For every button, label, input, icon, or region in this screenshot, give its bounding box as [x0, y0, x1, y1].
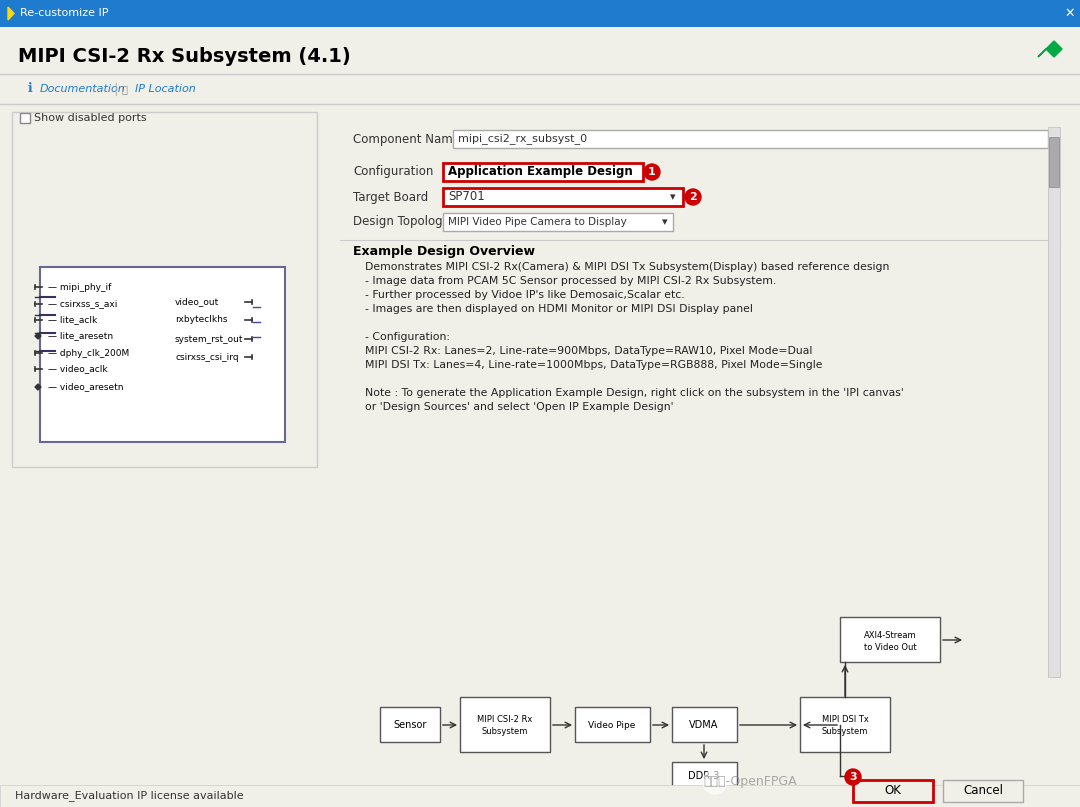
Circle shape: [845, 769, 861, 785]
Text: MIPI CSI-2 Rx: MIPI CSI-2 Rx: [477, 714, 532, 724]
Text: AXI4-Stream: AXI4-Stream: [864, 630, 916, 639]
FancyBboxPatch shape: [460, 697, 550, 752]
Text: — mipi_phy_if: — mipi_phy_if: [48, 282, 111, 291]
Text: - Images are then displayed on HDMI Monitor or MIPI DSI Display panel: - Images are then displayed on HDMI Moni…: [365, 304, 753, 314]
Text: MIPI CSI-2 Rx: Lanes=2, Line-rate=900Mbps, DataType=RAW10, Pixel Mode=Dual: MIPI CSI-2 Rx: Lanes=2, Line-rate=900Mbp…: [365, 346, 812, 356]
Text: │: │: [112, 82, 119, 95]
Text: Hardware_Evaluation IP license available: Hardware_Evaluation IP license available: [15, 791, 244, 801]
Text: Sensor: Sensor: [393, 720, 427, 730]
Polygon shape: [35, 333, 41, 339]
FancyBboxPatch shape: [380, 707, 440, 742]
Text: MIPI DSI Tx: MIPI DSI Tx: [822, 714, 868, 724]
FancyBboxPatch shape: [575, 707, 650, 742]
Text: VDMA: VDMA: [689, 720, 718, 730]
Text: IP Location: IP Location: [135, 84, 195, 94]
FancyBboxPatch shape: [800, 697, 890, 752]
Text: — lite_aresetn: — lite_aresetn: [48, 332, 113, 341]
Text: 微信号-OpenFPGA: 微信号-OpenFPGA: [703, 776, 797, 788]
Text: Configuration: Configuration: [353, 165, 433, 178]
FancyBboxPatch shape: [840, 617, 940, 662]
Text: Design Topology: Design Topology: [353, 215, 449, 228]
Polygon shape: [1038, 41, 1062, 57]
FancyBboxPatch shape: [672, 707, 737, 742]
Text: video_out: video_out: [175, 298, 219, 307]
FancyBboxPatch shape: [443, 163, 643, 181]
Polygon shape: [8, 7, 14, 20]
Text: MIPI Video Pipe Camera to Display: MIPI Video Pipe Camera to Display: [448, 217, 626, 227]
Text: Cancel: Cancel: [963, 784, 1003, 797]
Text: Subsystem: Subsystem: [822, 726, 868, 735]
Text: — video_aclk: — video_aclk: [48, 365, 108, 374]
Text: ℹ: ℹ: [28, 82, 32, 95]
Text: MIPI DSI Tx: Lanes=4, Line-rate=1000Mbps, DataType=RGB888, Pixel Mode=Single: MIPI DSI Tx: Lanes=4, Line-rate=1000Mbps…: [365, 360, 823, 370]
Text: to Video Out: to Video Out: [864, 642, 916, 651]
Text: Demonstrates MIPI CSI-2 Rx(Camera) & MIPI DSI Tx Subsystem(Display) based refere: Demonstrates MIPI CSI-2 Rx(Camera) & MIP…: [365, 262, 889, 272]
Text: 🗂: 🗂: [122, 84, 127, 94]
FancyBboxPatch shape: [943, 780, 1023, 802]
Text: - Further processed by Vidoe IP's like Demosaic,Scalar etc.: - Further processed by Vidoe IP's like D…: [365, 290, 685, 300]
Text: 2: 2: [689, 192, 697, 202]
FancyBboxPatch shape: [0, 0, 1080, 27]
Text: OK: OK: [885, 784, 902, 797]
FancyBboxPatch shape: [40, 267, 285, 442]
Text: — dphy_clk_200M: — dphy_clk_200M: [48, 349, 130, 358]
Text: Note : To generate the Application Example Design, right click on the subsystem : Note : To generate the Application Examp…: [365, 388, 904, 398]
FancyBboxPatch shape: [21, 113, 30, 123]
Circle shape: [685, 189, 701, 205]
Text: or 'Design Sources' and select 'Open IP Example Design': or 'Design Sources' and select 'Open IP …: [365, 402, 674, 412]
Text: csirxss_csi_irq: csirxss_csi_irq: [175, 353, 239, 362]
Text: 1: 1: [648, 167, 656, 177]
Text: Application Example Design: Application Example Design: [448, 165, 633, 178]
Circle shape: [644, 164, 660, 180]
Text: Re-customize IP: Re-customize IP: [21, 9, 108, 19]
Text: — lite_aclk: — lite_aclk: [48, 316, 97, 324]
Circle shape: [703, 770, 727, 794]
Text: Component Name: Component Name: [353, 132, 460, 145]
FancyBboxPatch shape: [12, 112, 318, 467]
Text: Example Design Overview: Example Design Overview: [353, 245, 535, 257]
FancyBboxPatch shape: [1049, 137, 1059, 187]
Text: system_rst_out: system_rst_out: [175, 334, 243, 344]
Text: mipi_csi2_rx_subsyst_0: mipi_csi2_rx_subsyst_0: [458, 133, 588, 144]
FancyBboxPatch shape: [453, 130, 1048, 148]
Text: — video_aresetn: — video_aresetn: [48, 383, 123, 391]
Text: DDR 3: DDR 3: [688, 771, 719, 781]
Text: ✕: ✕: [1065, 7, 1076, 20]
FancyBboxPatch shape: [443, 188, 683, 206]
FancyBboxPatch shape: [853, 780, 933, 802]
Text: Target Board: Target Board: [353, 190, 429, 203]
Text: - Image data from PCAM 5C Sensor processed by MIPI CSI-2 Rx Subsystem.: - Image data from PCAM 5C Sensor process…: [365, 276, 777, 286]
Text: MIPI CSI-2 Rx Subsystem (4.1): MIPI CSI-2 Rx Subsystem (4.1): [18, 48, 351, 66]
Text: ▾: ▾: [662, 217, 667, 227]
Text: Show disabled ports: Show disabled ports: [33, 113, 147, 123]
Text: - Configuration:: - Configuration:: [365, 332, 450, 342]
Text: SP701: SP701: [448, 190, 485, 203]
Text: rxbyteclkhs: rxbyteclkhs: [175, 316, 228, 324]
Polygon shape: [35, 384, 41, 390]
Text: Documentation: Documentation: [40, 84, 125, 94]
FancyBboxPatch shape: [672, 762, 737, 789]
FancyBboxPatch shape: [443, 213, 673, 231]
FancyBboxPatch shape: [0, 26, 1080, 807]
Text: 3: 3: [849, 772, 856, 782]
FancyBboxPatch shape: [1048, 127, 1059, 677]
FancyBboxPatch shape: [0, 785, 1080, 807]
Text: Video Pipe: Video Pipe: [589, 721, 636, 730]
Text: Subsystem: Subsystem: [482, 726, 528, 735]
Text: ▾: ▾: [671, 192, 676, 202]
Text: — csirxss_s_axi: — csirxss_s_axi: [48, 299, 118, 308]
